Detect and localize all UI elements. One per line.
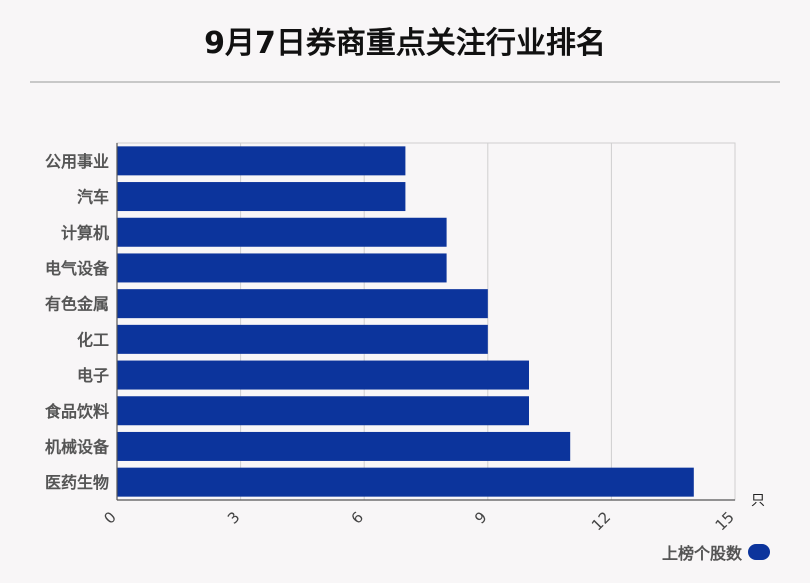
bar-4	[117, 289, 488, 319]
category-label-4: 有色金属	[45, 295, 109, 314]
legend-swatch	[748, 544, 770, 560]
bar-2	[117, 217, 447, 247]
x-tick-label-3: 9	[471, 508, 490, 527]
category-label-2: 计算机	[61, 223, 109, 242]
bar-8	[117, 431, 571, 461]
category-label-1: 汽车	[77, 188, 109, 207]
bar-3	[117, 253, 447, 283]
bar-0	[117, 146, 406, 176]
category-label-7: 食品饮料	[44, 402, 109, 421]
legend: 上榜个股数	[662, 540, 770, 564]
category-label-8: 机械设备	[45, 437, 110, 456]
x-unit-label: 只	[751, 493, 765, 509]
category-label-0: 公用事业	[45, 152, 109, 171]
x-tick-label-2: 6	[348, 508, 367, 527]
x-tick-label-4: 12	[588, 508, 614, 534]
x-tick-label-5: 15	[712, 508, 738, 534]
category-label-6: 电子	[77, 366, 109, 385]
bar-9	[117, 467, 694, 497]
category-label-9: 医药生物	[45, 473, 109, 492]
x-tick-label-0: 0	[100, 508, 119, 527]
title-divider	[30, 81, 780, 83]
bar-5	[117, 324, 488, 354]
bar-1	[117, 182, 406, 212]
legend-label: 上榜个股数	[661, 544, 742, 563]
category-label-5: 化工	[77, 330, 109, 349]
bar-7	[117, 396, 529, 426]
bar-6	[117, 360, 529, 390]
category-label-3: 电气设备	[45, 259, 110, 278]
x-tick-label-1: 3	[224, 508, 243, 527]
chart-title: 9月7日券商重点关注行业排名	[204, 26, 606, 61]
